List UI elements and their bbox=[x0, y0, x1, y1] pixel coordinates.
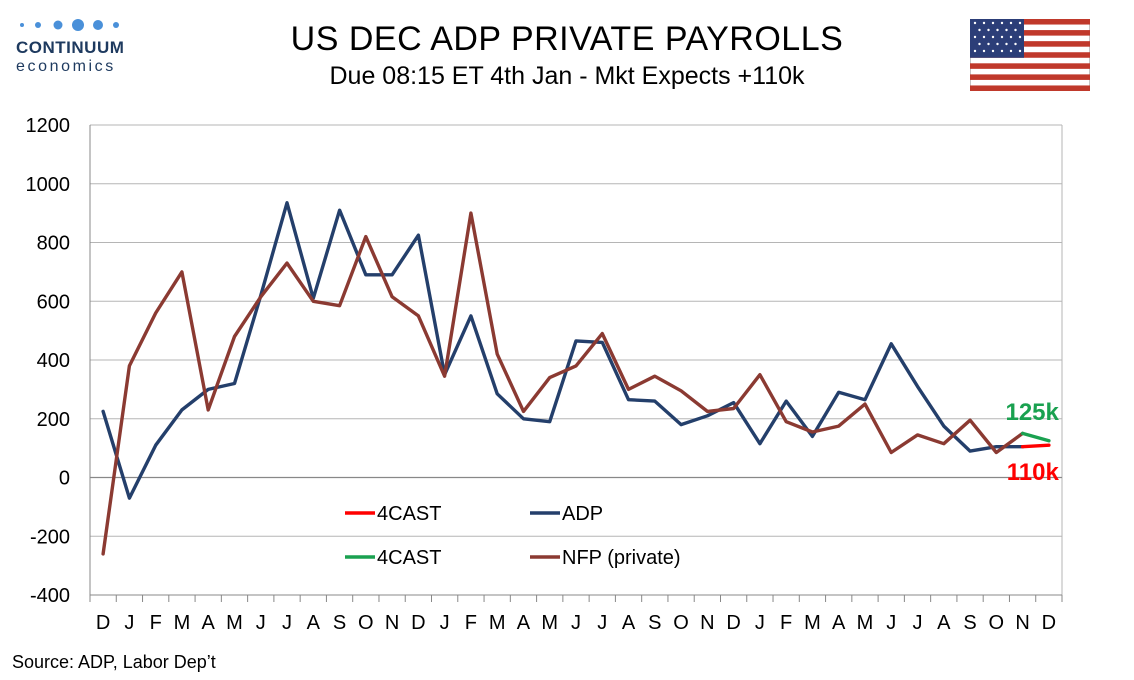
x-tick-label: M bbox=[541, 612, 558, 634]
x-tick-label: J bbox=[571, 612, 581, 634]
x-tick-label: J bbox=[282, 612, 292, 634]
x-tick-label: A bbox=[937, 612, 951, 634]
x-tick-label: M bbox=[857, 612, 874, 634]
logo-dots-icon bbox=[20, 19, 119, 31]
series-line-forecast_red bbox=[1020, 443, 1051, 449]
x-tick-label: J bbox=[597, 612, 607, 634]
series-line-adp bbox=[101, 201, 1025, 500]
series-line-nfp bbox=[101, 211, 1025, 556]
y-tick-label: 200 bbox=[37, 409, 70, 431]
x-tick-label: M bbox=[174, 612, 191, 634]
x-tick-label: J bbox=[886, 612, 896, 634]
y-tick-label: 1200 bbox=[26, 115, 71, 137]
legend-label: 4CAST bbox=[377, 503, 441, 525]
x-tick-label: O bbox=[673, 612, 689, 634]
x-tick-label: A bbox=[202, 612, 216, 634]
annotation-label: 125k bbox=[1005, 399, 1059, 426]
logo-name: CONTINUUM bbox=[16, 38, 125, 57]
y-tick-label: 0 bbox=[59, 468, 70, 490]
x-tick-label: J bbox=[124, 612, 134, 634]
x-tick-label: M bbox=[804, 612, 821, 634]
x-tick-label: O bbox=[358, 612, 374, 634]
x-tick-label: N bbox=[385, 612, 399, 634]
x-tick-label: A bbox=[307, 612, 321, 634]
x-tick-label: M bbox=[489, 612, 506, 634]
y-tick-label: -200 bbox=[30, 526, 70, 548]
x-tick-label: J bbox=[440, 612, 450, 634]
x-tick-label: F bbox=[780, 612, 792, 634]
x-tick-label: J bbox=[755, 612, 765, 634]
annotation-label: 110k bbox=[1007, 459, 1060, 486]
chart-subtitle: Due 08:15 ET 4th Jan - Mkt Expects +110k bbox=[329, 62, 805, 90]
x-tick-label: M bbox=[226, 612, 243, 634]
x-tick-label: N bbox=[700, 612, 714, 634]
x-tick-label: J bbox=[256, 612, 266, 634]
y-tick-label: -400 bbox=[30, 585, 70, 607]
x-tick-label: N bbox=[1015, 612, 1029, 634]
legend-label: NFP (private) bbox=[562, 547, 681, 569]
legend-label: ADP bbox=[562, 503, 603, 525]
y-tick-label: 400 bbox=[37, 350, 70, 372]
x-tick-label: O bbox=[989, 612, 1005, 634]
us-flag-icon bbox=[970, 19, 1090, 91]
x-tick-label: A bbox=[832, 612, 846, 634]
x-tick-label: F bbox=[465, 612, 477, 634]
x-tick-label: S bbox=[963, 612, 976, 634]
y-tick-label: 800 bbox=[37, 233, 70, 255]
chart-title: US DEC ADP PRIVATE PAYROLLS bbox=[290, 20, 844, 58]
series-line-forecast_green bbox=[1020, 431, 1051, 443]
y-tick-label: 1000 bbox=[26, 174, 71, 196]
x-tick-label: D bbox=[726, 612, 740, 634]
x-tick-label: D bbox=[96, 612, 110, 634]
y-tick-label: 600 bbox=[37, 291, 70, 313]
legend-label: 4CAST bbox=[377, 547, 441, 569]
x-tick-label: F bbox=[150, 612, 162, 634]
x-tick-label: S bbox=[333, 612, 346, 634]
x-tick-label: D bbox=[1042, 612, 1056, 634]
x-tick-label: J bbox=[913, 612, 923, 634]
source-note: Source: ADP, Labor Dep’t bbox=[12, 652, 216, 672]
x-tick-label: S bbox=[648, 612, 661, 634]
x-tick-label: A bbox=[622, 612, 636, 634]
x-tick-label: A bbox=[517, 612, 531, 634]
x-tick-label: D bbox=[411, 612, 425, 634]
logo-subtitle: economics bbox=[16, 58, 116, 75]
